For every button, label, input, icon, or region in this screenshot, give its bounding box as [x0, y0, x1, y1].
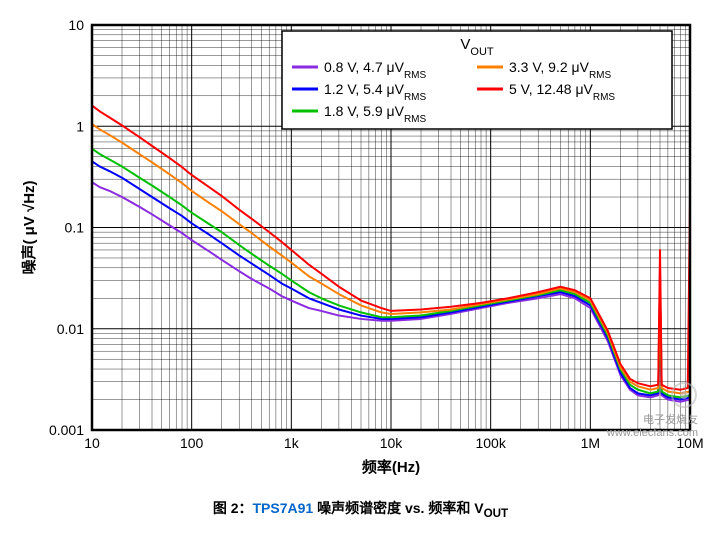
- x-axis-label: 频率(Hz): [362, 458, 420, 476]
- noise-density-chart: 10 100 1k 10k 100k 1M 10M 0.001 0.01 0.1 1 10 频率(Hz)…: [10, 10, 710, 490]
- caption-part-number: TPS7A91: [253, 500, 314, 516]
- x-tick-label: 100: [180, 435, 204, 451]
- caption-prefix: 图 2：: [213, 500, 253, 516]
- y-tick-label: 1: [76, 118, 84, 134]
- x-tick-label: 10k: [380, 435, 404, 451]
- x-tick-label: 10M: [676, 435, 703, 451]
- x-tick-label: 1k: [284, 435, 300, 451]
- chart-container: 10 100 1k 10k 100k 1M 10M 0.001 0.01 0.1 1 10 频率(Hz)…: [10, 10, 710, 490]
- legend: VOUT0.8 V, 4.7 μVRMS1.2 V, 5.4 μVRMS1.8 …: [282, 31, 672, 129]
- y-tick-label: 0.001: [49, 422, 84, 438]
- x-tick-label: 1M: [581, 435, 600, 451]
- figure-caption: 图 2：TPS7A91 噪声频谱密度 vs. 频率和 VOUT: [10, 498, 711, 520]
- caption-suffix-sub: OUT: [484, 507, 509, 520]
- y-tick-label: 0.01: [57, 321, 84, 337]
- y-tick-label: 0.1: [65, 220, 85, 236]
- y-tick-label: 10: [68, 17, 84, 33]
- x-tick-label: 10: [84, 435, 100, 451]
- caption-suffix: 噪声频谱密度 vs. 频率和 V: [313, 500, 483, 516]
- y-axis-label: 噪声( μV √Hz): [20, 180, 38, 274]
- x-tick-label: 100k: [475, 435, 506, 451]
